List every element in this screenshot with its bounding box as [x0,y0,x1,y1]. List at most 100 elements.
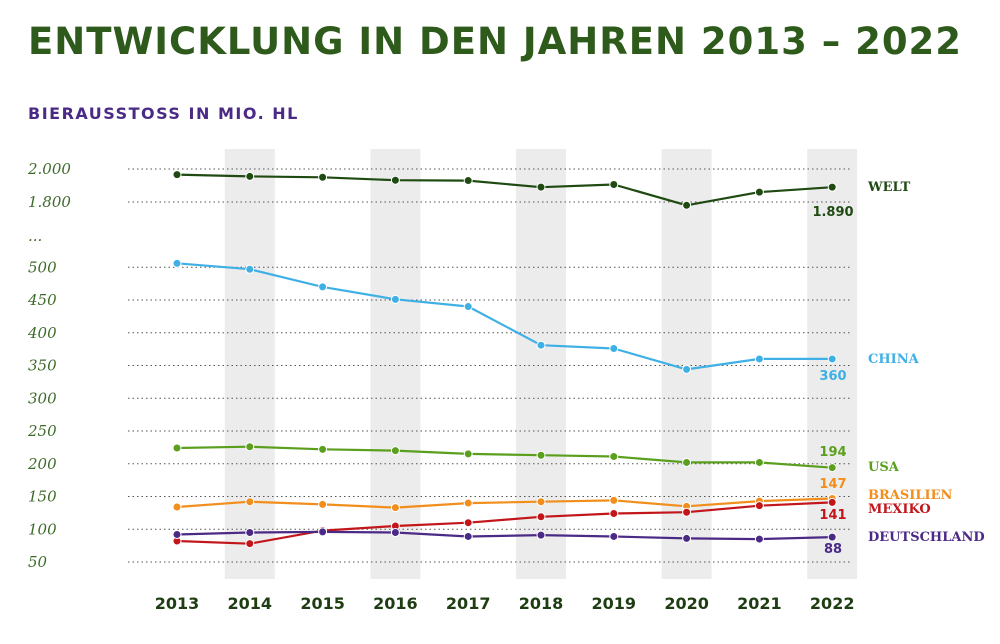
data-point-mexiko [754,501,764,511]
data-point-brasilien [172,502,182,512]
chart-title: ENTWICKLUNG IN DEN JAHREN 2013 – 2022 [28,20,963,63]
data-point-china [172,258,182,268]
chart-subtitle: BIERAUSSTOSS IN MIO. HL [28,104,299,123]
y-tick-label: ... [28,227,42,245]
x-tick-label: 2022 [810,594,855,613]
y-tick-label: 300 [28,389,57,407]
series-name-brasilien: BRASILIEN [868,488,952,503]
data-point-deutschland [682,533,692,543]
series-name-mexiko: MEXIKO [868,502,931,517]
data-point-welt [463,176,473,186]
series-line-brasilien [176,497,833,509]
data-point-china [463,302,473,312]
data-point-welt [609,180,619,190]
series-line-welt [176,173,833,207]
data-point-usa [682,457,692,467]
series-line-usa [176,445,833,469]
y-tick-label: 150 [28,488,57,506]
data-point-deutschland [754,534,764,544]
data-point-usa [245,442,255,452]
data-point-deutschland [463,531,473,541]
data-point-welt [245,171,255,181]
x-tick-label: 2020 [664,594,709,613]
series-name-welt: WELT [867,180,911,195]
series-name-china: CHINA [868,352,920,367]
data-point-mexiko [536,512,546,522]
data-point-deutschland [609,531,619,541]
x-tick-label: 2014 [228,594,273,613]
x-tick-label: 2018 [519,594,564,613]
data-point-deutschland [245,528,255,538]
data-point-brasilien [463,498,473,508]
data-point-china [245,264,255,274]
x-tick-label: 2016 [373,594,418,613]
y-tick-label: 500 [28,258,57,276]
data-point-mexiko [463,518,473,528]
y-axis-ticks: 2.000 1.800... 500 450 400 350 300 250 200 150 100… [27,160,71,571]
end-value-mexiko: 141 [819,508,846,523]
data-point-welt [318,172,328,182]
x-axis-ticks: 2013 2014 2015 2016 2017 2018 2019 2020 2021 2022 [155,594,855,613]
data-point-usa [463,449,473,459]
series-lines [176,173,833,545]
y-tick-label: 400 [27,324,57,342]
data-point-usa [318,444,328,454]
data-point-usa [536,450,546,460]
data-point-deutschland [536,530,546,540]
y-tick-label: 450 [27,291,57,309]
data-point-brasilien [390,503,400,513]
data-point-usa [609,452,619,462]
x-tick-label: 2013 [155,594,200,613]
x-tick-label: 2017 [446,594,491,613]
y-tick-label: 350 [28,357,57,375]
data-point-welt [827,182,837,192]
series-line-mexiko [176,501,833,545]
data-point-welt [390,175,400,185]
y-tick-label: 100 [28,520,57,538]
data-point-welt [172,170,182,180]
data-point-mexiko [609,509,619,519]
series-labels: WELT 1.890 CHINA 360 USA 194 BRASILIEN 147 MEXIK… [812,180,984,557]
end-value-china: 360 [819,369,846,384]
data-point-usa [827,463,837,473]
data-point-deutschland [318,527,328,537]
data-point-deutschland [390,528,400,538]
x-tick-label: 2021 [737,594,782,613]
data-point-usa [172,443,182,453]
data-point-china [536,340,546,350]
end-value-brasilien: 147 [819,477,846,492]
data-point-welt [536,182,546,192]
data-point-china [318,282,328,292]
y-tick-label: 200 [27,455,57,473]
data-point-china [682,364,692,374]
data-point-brasilien [536,497,546,507]
data-point-usa [390,446,400,456]
data-point-brasilien [318,499,328,509]
x-tick-label: 2015 [300,594,345,613]
x-tick-label: 2019 [592,594,637,613]
data-point-china [390,294,400,304]
data-point-china [609,343,619,353]
column-shade-2018 [516,149,566,579]
end-value-usa: 194 [819,445,846,460]
series-points [172,170,837,549]
series-line-china [176,262,833,371]
data-point-brasilien [609,495,619,505]
series-name-deutschland: DEUTSCHLAND [868,530,985,545]
data-point-mexiko [827,497,837,507]
y-tick-label: 250 [27,422,57,440]
data-point-mexiko [682,507,692,517]
data-point-mexiko [245,539,255,549]
grid-lines [128,168,852,563]
column-shade-2016 [370,149,421,579]
data-point-deutschland [827,532,837,542]
column-shade-2022 [807,149,858,579]
data-point-deutschland [172,529,182,539]
data-point-usa [754,457,764,467]
data-point-welt [754,187,764,197]
series-name-usa: USA [868,460,900,475]
y-tick-label: 2.000 [27,160,71,178]
end-value-welt: 1.890 [812,205,853,220]
column-shade-2014 [224,149,275,579]
